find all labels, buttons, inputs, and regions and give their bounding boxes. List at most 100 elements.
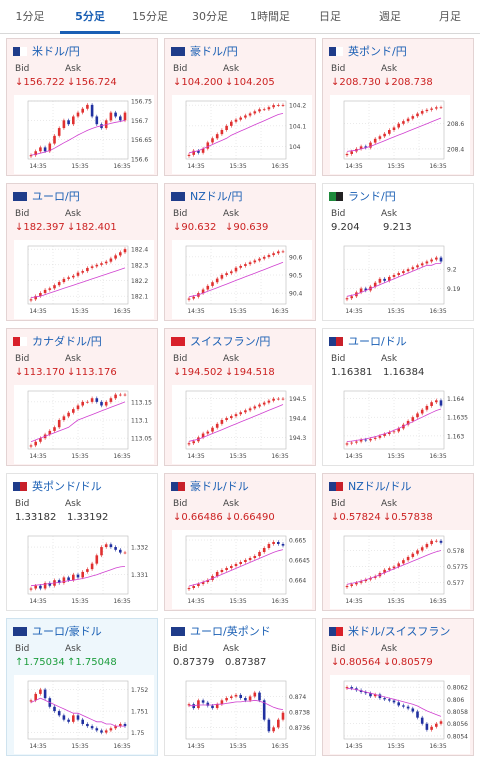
chart-svg: 0.874 0.8738 0.8736 14:35 15:35 16:35 (185, 680, 310, 750)
pair-link[interactable]: 米ドル/円 (32, 45, 80, 58)
quote-labels: Bid Ask (331, 499, 431, 509)
candle-body (258, 109, 261, 112)
card-header: ユーロ/豪ドル (13, 624, 102, 638)
rate-card[interactable]: NZドル/ドル Bid Ask ↓0.57824 ↓0.57838 0.578 0.5775… (322, 473, 474, 611)
card-header: NZドル/ドル (329, 479, 411, 493)
rate-card[interactable]: カナダドル/円 Bid Ask ↓113.170 ↓113.176 113.15 113.1… (6, 328, 158, 466)
tab-4[interactable]: 1時間足 (250, 10, 290, 23)
rate-card[interactable]: 英ポンド/円 Bid Ask ↓208.730 ↓208.738 208.6 208.4 14… (322, 38, 474, 176)
candle-body (359, 581, 363, 583)
candle-body (72, 275, 75, 278)
rate-card[interactable]: 米ドル/円 Bid Ask ↓156.722 ↓156.724 156.75 156.7 15… (6, 38, 158, 176)
pair-link[interactable]: NZドル/円 (190, 190, 243, 203)
pair-link[interactable]: 英ポンド/円 (348, 45, 407, 58)
candle-body (378, 694, 382, 699)
rate-card[interactable]: ユーロ/円 Bid Ask ↓182.397 ↓182.401 182.4 182.3 182… (6, 183, 158, 321)
price-chart[interactable]: 156.75 156.7 156.65 156.6 14:35 15:35 16:35 (14, 95, 154, 174)
price-chart[interactable]: 0.665 0.6645 0.664 14:35 15:35 16:35 (172, 530, 312, 609)
candle-body (248, 696, 252, 701)
candle-body (281, 251, 285, 253)
bid-label: Bid (173, 209, 188, 219)
candle-body (281, 712, 285, 720)
candle-body (420, 111, 424, 114)
price-chart[interactable]: 194.5 194.4 194.3 14:35 15:35 16:35 (172, 385, 312, 464)
pair-link[interactable]: ランド/円 (348, 190, 396, 203)
candle-body (411, 417, 415, 421)
tab-1[interactable]: 5分足 (60, 0, 120, 34)
candle-body (192, 441, 195, 444)
pair-link[interactable]: ユーロ/円 (32, 190, 80, 203)
price-chart[interactable]: 182.4 182.3 182.2 182.1 14:35 15:35 16:35 (14, 240, 154, 319)
x-tick-label: 14:35 (29, 743, 46, 750)
ask-value: 1.33192 (67, 512, 109, 523)
candle-body (277, 251, 280, 254)
price-chart[interactable]: 9.2 9.19 14:35 15:35 16:35 (330, 240, 470, 319)
rate-card[interactable]: ユーロ/豪ドル Bid Ask ↑1.75034 ↑1.75048 1.752 1.751 1… (6, 618, 158, 756)
tab-7[interactable]: 月足 (439, 10, 461, 23)
moving-average-line (189, 699, 284, 710)
pair-link[interactable]: ユーロ/英ポンド (190, 625, 271, 638)
rate-card[interactable]: NZドル/円 Bid Ask ↓90.632 ↓90.639 90.6 90.5 90.4 14… (164, 183, 316, 321)
candle-body (378, 278, 382, 283)
x-tick-label: 14:35 (187, 453, 204, 460)
price-chart[interactable]: 90.6 90.5 90.4 14:35 15:35 16:35 (172, 240, 312, 319)
ask-label: Ask (65, 354, 82, 364)
candle-body (239, 694, 242, 699)
x-tick-label: 14:35 (345, 598, 362, 605)
rate-card[interactable]: ユーロ/英ポンド Bid Ask 0.87379 0.87387 0.874 0.8738 0… (164, 618, 316, 756)
price-chart[interactable]: 113.15 113.1 113.05 14:35 15:35 16:35 (14, 385, 154, 464)
tab-5[interactable]: 日足 (319, 10, 341, 23)
pair-link[interactable]: ユーロ/ドル (348, 335, 407, 348)
pair-link[interactable]: NZドル/ドル (348, 480, 412, 493)
candle-body (430, 726, 433, 730)
candle-body (39, 438, 42, 442)
rate-card[interactable]: ユーロ/ドル Bid Ask 1.16381 1.16384 1.164 1.1635 1.1… (322, 328, 474, 466)
pair-link[interactable]: 豪ドル/ドル (190, 480, 249, 493)
candle-body (114, 394, 117, 399)
candle-body (416, 711, 419, 718)
candle-body (215, 704, 219, 709)
chart-svg: 9.2 9.19 14:35 15:35 16:35 (343, 245, 461, 315)
pair-link[interactable]: 米ドル/スイスフラン (348, 625, 451, 638)
pair-link[interactable]: ユーロ/豪ドル (32, 625, 102, 638)
candle-body (187, 704, 191, 706)
rate-card[interactable]: 英ポンド/ドル Bid Ask 1.33182 1.33192 1.332 1.331 14:… (6, 473, 158, 611)
rate-card[interactable]: 米ドル/スイスフラン Bid Ask ↓0.80564 ↓0.80579 0.8062 0.… (322, 618, 474, 756)
x-tick-label: 16:35 (271, 453, 288, 460)
rate-card[interactable]: 豪ドル/円 Bid Ask ↓104.200 ↓104.205 104.2 104.1 104… (164, 38, 316, 176)
price-chart[interactable]: 0.8062 0.806 0.8058 0.8056 0.8054 14:35 15:35 1… (330, 675, 470, 754)
ask-label: Ask (65, 499, 82, 509)
candle-body (369, 693, 372, 697)
candle-body (230, 416, 233, 419)
candle-body (420, 547, 424, 551)
rate-card[interactable]: スイスフラン/円 Bid Ask ↓194.502 ↓194.518 194.5 194.4… (164, 328, 316, 466)
y-tick-label: 90.4 (289, 291, 303, 298)
currency-flag-icon (13, 481, 27, 491)
price-chart[interactable]: 1.752 1.751 1.75 14:35 15:35 16:35 (14, 675, 154, 754)
price-chart[interactable]: 0.874 0.8738 0.8736 14:35 15:35 16:35 (172, 675, 312, 754)
pair-link[interactable]: カナダドル/円 (32, 335, 102, 348)
price-chart[interactable]: 1.164 1.1635 1.163 14:35 15:35 16:35 (330, 385, 470, 464)
candle-body (392, 431, 396, 433)
bid-value: ↓104.200 (173, 77, 223, 88)
tab-6[interactable]: 週足 (379, 10, 401, 23)
candle-body (406, 556, 410, 561)
price-chart[interactable]: 208.6 208.4 14:35 15:35 16:35 (330, 95, 470, 174)
y-tick-label: 194.3 (289, 435, 306, 442)
pair-link[interactable]: 豪ドル/円 (190, 45, 238, 58)
bid-label: Bid (331, 64, 346, 74)
tab-3[interactable]: 30分足 (192, 10, 228, 23)
tab-2[interactable]: 15分足 (132, 10, 168, 23)
price-chart[interactable]: 104.2 104.1 104 14:35 15:35 16:35 (172, 95, 312, 174)
price-chart[interactable]: 0.578 0.5775 0.577 14:35 15:35 16:35 (330, 530, 470, 609)
candle-body (248, 113, 252, 116)
pair-link[interactable]: 英ポンド/ドル (32, 480, 102, 493)
rate-card[interactable]: 豪ドル/ドル Bid Ask ↓0.66486 ↓0.66490 0.665 0.6645 0… (164, 473, 316, 611)
candle-body (123, 723, 127, 727)
price-chart[interactable]: 1.332 1.331 14:35 15:35 16:35 (14, 530, 154, 609)
rate-card[interactable]: ランド/円 Bid Ask 9.204 9.213 9.2 9.19 14:35 15:35 16… (322, 183, 474, 321)
candle-body (201, 582, 205, 584)
pair-link[interactable]: スイスフラン/円 (190, 335, 271, 348)
candle-body (262, 700, 266, 720)
tab-0[interactable]: 1分足 (15, 10, 45, 23)
